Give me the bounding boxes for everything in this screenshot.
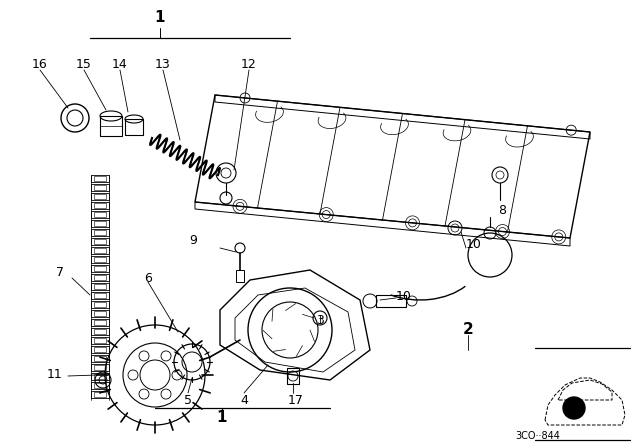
Bar — [91, 364, 109, 371]
Bar — [91, 355, 109, 362]
Text: 7: 7 — [56, 266, 64, 279]
Bar — [94, 356, 106, 361]
Bar — [94, 266, 106, 271]
Bar — [91, 247, 109, 254]
Bar — [91, 391, 109, 398]
Bar — [94, 383, 106, 388]
Text: 13: 13 — [155, 57, 171, 70]
Bar — [94, 347, 106, 352]
Bar — [91, 373, 109, 380]
Text: 3: 3 — [316, 314, 324, 327]
Bar — [91, 274, 109, 281]
Bar — [94, 248, 106, 253]
Bar — [376, 295, 406, 307]
Bar — [94, 194, 106, 199]
Text: 14: 14 — [112, 57, 128, 70]
Circle shape — [563, 397, 585, 419]
Bar — [94, 329, 106, 334]
Text: 11: 11 — [47, 367, 63, 380]
Bar — [91, 202, 109, 209]
Bar — [91, 310, 109, 317]
Text: 10: 10 — [396, 289, 412, 302]
Bar — [94, 365, 106, 370]
Bar — [91, 220, 109, 227]
Bar — [94, 230, 106, 235]
Text: 1: 1 — [217, 410, 227, 426]
Bar — [91, 184, 109, 191]
Bar — [91, 301, 109, 308]
Bar — [91, 175, 109, 182]
Bar — [91, 193, 109, 200]
Bar — [91, 319, 109, 326]
Text: 12: 12 — [241, 57, 257, 70]
Bar — [94, 338, 106, 343]
Bar — [94, 212, 106, 217]
Text: 8: 8 — [498, 203, 506, 216]
Bar — [94, 203, 106, 208]
Text: 15: 15 — [76, 57, 92, 70]
Text: 6: 6 — [144, 271, 152, 284]
Text: 10: 10 — [466, 238, 482, 251]
Bar — [94, 302, 106, 307]
Bar — [94, 392, 106, 397]
Text: 9: 9 — [189, 233, 197, 246]
Text: 4: 4 — [240, 393, 248, 406]
Bar — [91, 265, 109, 272]
Bar — [94, 257, 106, 262]
Bar — [91, 238, 109, 245]
Bar — [91, 328, 109, 335]
Bar — [91, 292, 109, 299]
Bar — [94, 293, 106, 298]
Bar — [94, 311, 106, 316]
Bar — [236, 270, 244, 282]
Bar — [94, 221, 106, 226]
Bar — [94, 185, 106, 190]
Text: 2: 2 — [463, 323, 474, 337]
Bar — [94, 374, 106, 379]
Bar — [91, 346, 109, 353]
Text: 5: 5 — [184, 393, 192, 406]
Bar — [94, 320, 106, 325]
Bar — [94, 176, 106, 181]
Bar — [94, 239, 106, 244]
Bar — [94, 284, 106, 289]
Bar — [91, 283, 109, 290]
Text: 17: 17 — [288, 393, 304, 406]
Text: 16: 16 — [32, 57, 48, 70]
Text: 3CO··844: 3CO··844 — [516, 431, 561, 441]
Bar — [91, 382, 109, 389]
Bar — [91, 256, 109, 263]
Text: 1: 1 — [155, 10, 165, 26]
Bar — [91, 337, 109, 344]
Bar — [287, 368, 299, 384]
Bar — [91, 211, 109, 218]
Bar — [94, 275, 106, 280]
Bar — [91, 229, 109, 236]
